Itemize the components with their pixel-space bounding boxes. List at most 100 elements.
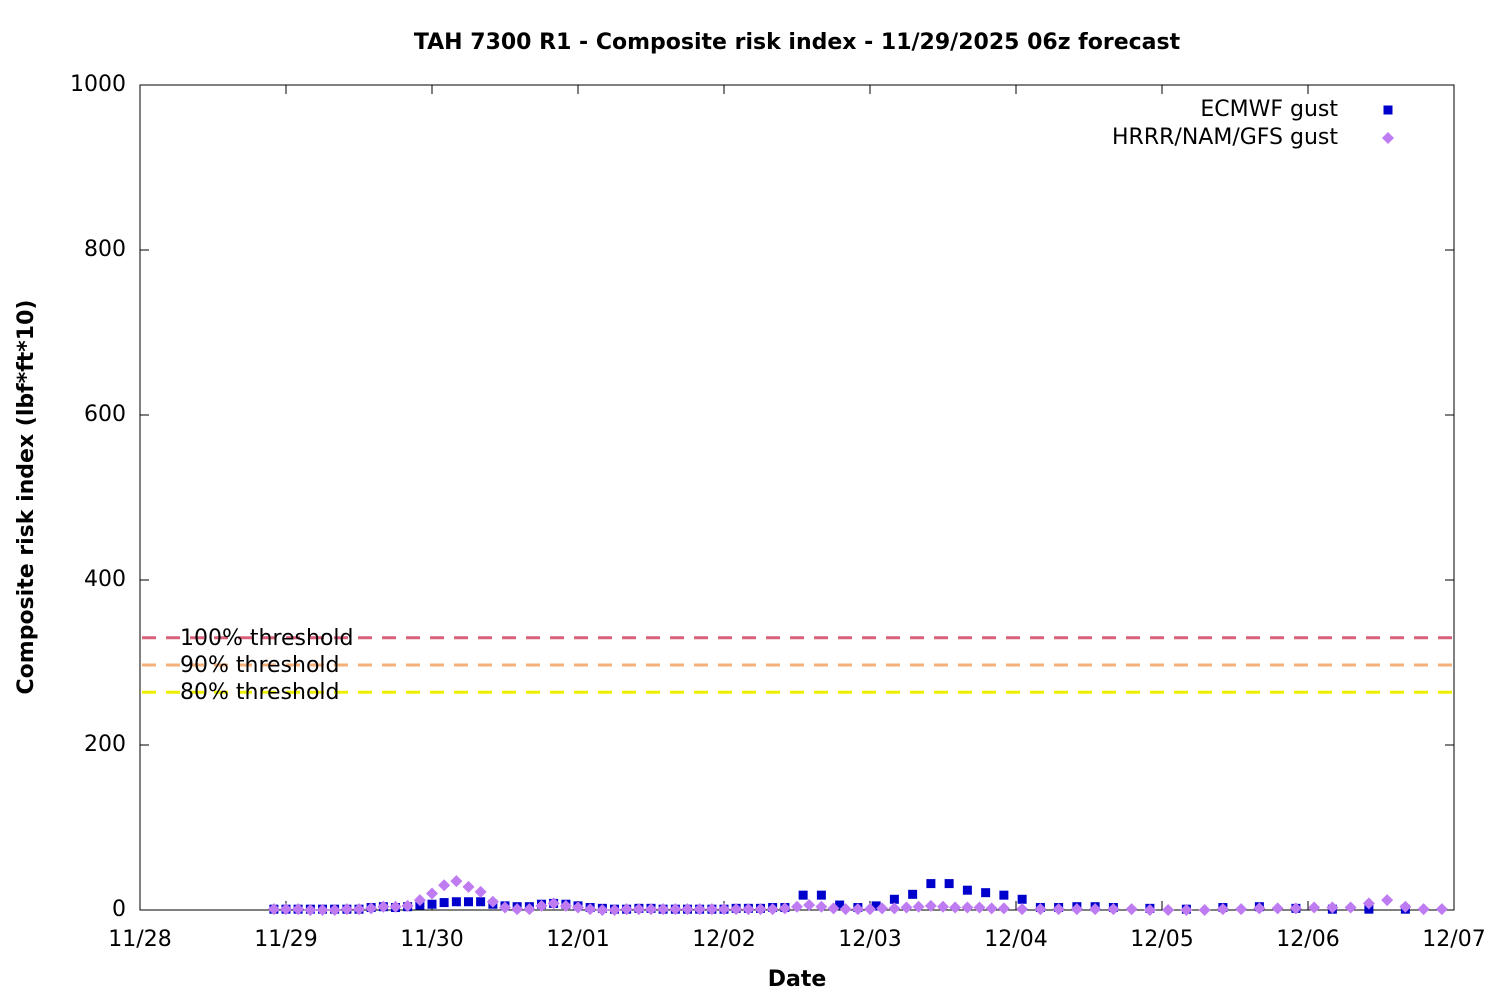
point bbox=[851, 903, 864, 916]
legend-marker bbox=[1382, 132, 1394, 144]
point bbox=[426, 887, 438, 900]
point bbox=[1198, 904, 1211, 916]
y-tick-label: 0 bbox=[112, 897, 126, 922]
point bbox=[474, 885, 487, 898]
point bbox=[1052, 903, 1065, 916]
x-tick-label: 11/28 bbox=[108, 927, 171, 952]
point bbox=[620, 903, 633, 916]
point bbox=[535, 899, 548, 912]
point bbox=[1399, 900, 1412, 913]
point bbox=[267, 903, 280, 916]
point bbox=[1253, 902, 1266, 915]
point bbox=[1417, 903, 1430, 916]
point bbox=[464, 897, 473, 907]
threshold-label: 80% threshold bbox=[180, 680, 340, 705]
point bbox=[962, 885, 972, 895]
point bbox=[718, 903, 730, 916]
point bbox=[1344, 901, 1357, 914]
point bbox=[1070, 903, 1083, 916]
point bbox=[985, 902, 998, 915]
plot-frame bbox=[139, 84, 1455, 911]
point bbox=[681, 903, 694, 916]
point bbox=[353, 903, 365, 916]
point bbox=[889, 894, 899, 904]
point bbox=[462, 880, 475, 893]
point bbox=[439, 898, 449, 908]
y-tick-label: 800 bbox=[84, 237, 126, 262]
x-tick-label: 12/07 bbox=[1422, 927, 1485, 952]
point bbox=[705, 903, 718, 916]
threshold-label: 100% threshold bbox=[180, 626, 354, 651]
point bbox=[304, 904, 317, 916]
point bbox=[1107, 903, 1120, 916]
point bbox=[937, 900, 949, 913]
point bbox=[1216, 903, 1229, 916]
point bbox=[340, 903, 353, 916]
point bbox=[476, 897, 486, 907]
y-axis-label: Composite risk index (lbf*ft*10) bbox=[14, 300, 39, 695]
point bbox=[1089, 903, 1102, 916]
x-tick-label: 11/30 bbox=[400, 927, 463, 952]
point bbox=[1326, 901, 1339, 914]
point bbox=[944, 879, 954, 889]
point bbox=[451, 897, 461, 907]
point bbox=[693, 903, 706, 916]
legend-marker bbox=[1383, 105, 1393, 115]
point bbox=[645, 903, 657, 916]
point bbox=[803, 899, 816, 912]
point bbox=[1362, 897, 1375, 910]
x-tick-label: 12/03 bbox=[838, 927, 901, 952]
point bbox=[523, 903, 536, 916]
point bbox=[816, 890, 826, 900]
point bbox=[1034, 903, 1047, 916]
point bbox=[791, 900, 803, 913]
legend-label: ECMWF gust bbox=[1200, 97, 1338, 122]
point bbox=[961, 901, 974, 914]
point bbox=[280, 903, 292, 916]
point bbox=[888, 902, 901, 915]
point bbox=[926, 879, 936, 889]
point bbox=[973, 901, 986, 914]
point bbox=[365, 902, 378, 915]
point bbox=[328, 904, 341, 916]
point bbox=[908, 889, 918, 899]
point bbox=[798, 890, 808, 900]
point bbox=[876, 902, 889, 915]
point bbox=[1308, 901, 1321, 914]
y-tick-label: 1000 bbox=[70, 72, 126, 97]
x-tick-label: 12/02 bbox=[692, 927, 755, 952]
point bbox=[981, 888, 991, 898]
point bbox=[389, 900, 402, 913]
threshold-label: 90% threshold bbox=[180, 653, 340, 678]
point bbox=[486, 895, 499, 908]
point bbox=[839, 903, 852, 916]
point bbox=[438, 879, 451, 892]
point bbox=[999, 890, 1009, 900]
point bbox=[778, 902, 791, 915]
point bbox=[754, 903, 767, 916]
point bbox=[608, 904, 621, 916]
point bbox=[413, 894, 426, 907]
point bbox=[864, 903, 876, 916]
point bbox=[742, 903, 755, 916]
x-tick-label: 12/06 bbox=[1276, 927, 1339, 952]
x-tick-label: 12/05 bbox=[1130, 927, 1193, 952]
point bbox=[815, 900, 828, 913]
point bbox=[1162, 904, 1175, 916]
point bbox=[596, 904, 609, 916]
x-axis-label: Date bbox=[768, 967, 827, 992]
point bbox=[499, 901, 511, 914]
point bbox=[1125, 903, 1138, 916]
point bbox=[1180, 904, 1193, 916]
point bbox=[401, 899, 414, 912]
point bbox=[657, 903, 670, 916]
point bbox=[1235, 903, 1248, 916]
point bbox=[450, 875, 463, 888]
point bbox=[427, 899, 437, 909]
y-tick-label: 200 bbox=[84, 732, 126, 757]
point bbox=[1016, 903, 1029, 916]
point bbox=[572, 901, 584, 914]
x-tick-label: 12/04 bbox=[984, 927, 1047, 952]
point bbox=[912, 900, 925, 913]
